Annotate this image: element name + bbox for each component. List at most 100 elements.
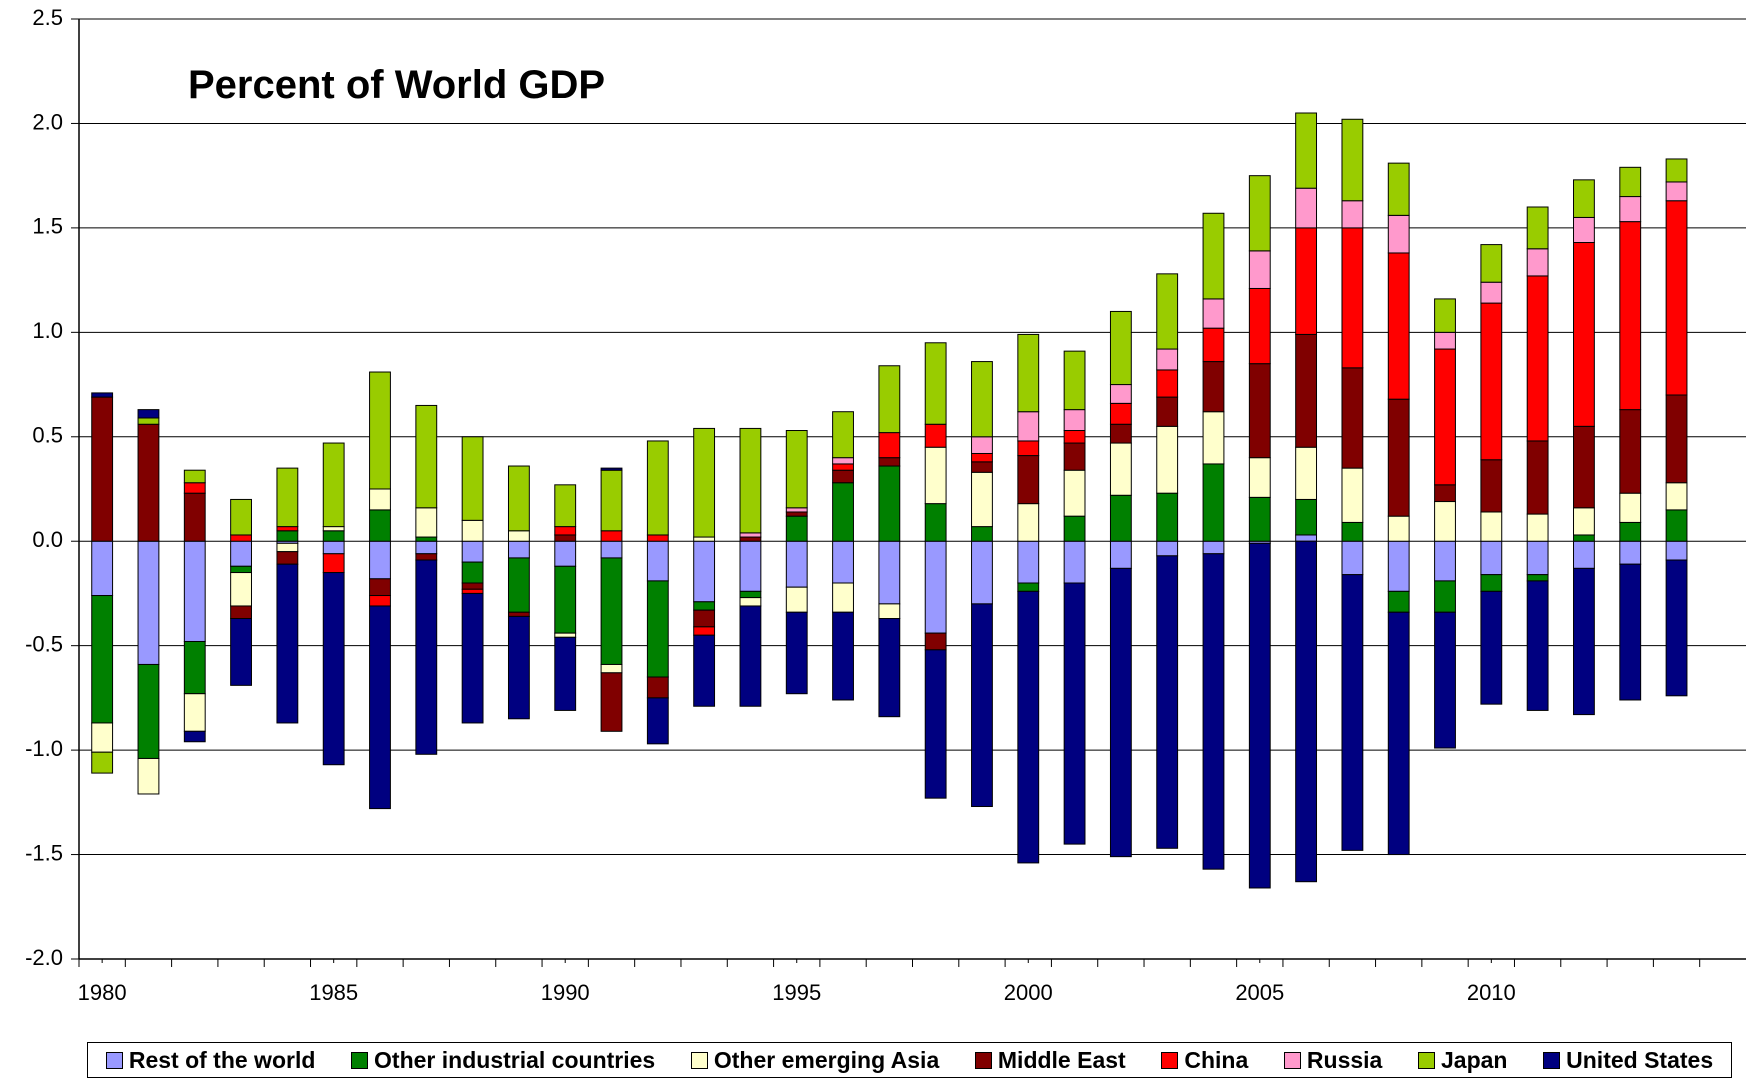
bar-segment — [1063, 469, 1086, 517]
bar-segment — [1665, 158, 1688, 183]
bar-segment — [1434, 331, 1456, 350]
bar-segment — [1063, 540, 1086, 584]
bar-segment — [600, 467, 623, 471]
bar-segment — [137, 417, 160, 425]
bar-segment — [739, 536, 762, 542]
legend-item: United States — [1543, 1047, 1713, 1074]
bar-segment — [785, 586, 808, 613]
bar-segment — [322, 540, 345, 555]
bar-segment — [322, 526, 345, 532]
bar-segment — [878, 618, 901, 718]
y-tick-label: 1.5 — [32, 214, 63, 239]
bar-segment — [878, 365, 901, 434]
chart-title: Percent of World GDP — [188, 63, 605, 107]
bar-segment — [1387, 540, 1410, 592]
bar-segment — [1526, 248, 1549, 277]
bar-segment — [322, 553, 345, 574]
legend-label: Rest of the world — [128, 1046, 316, 1073]
bar-segment — [369, 605, 391, 810]
bar-segment — [1573, 540, 1595, 569]
bar-segment — [1573, 179, 1595, 218]
bar-segment — [1202, 540, 1225, 555]
bar-segment — [693, 601, 716, 611]
bar-segment — [322, 530, 345, 542]
bar-segment — [230, 498, 252, 536]
bar-segment — [1665, 200, 1688, 396]
bar-segment — [1295, 227, 1318, 335]
bar-segment — [183, 730, 206, 743]
bar-segment — [276, 542, 299, 553]
bar-segment — [1434, 484, 1456, 503]
bar-segment — [137, 540, 160, 665]
bar-segment — [1295, 333, 1318, 448]
y-tick-label: 2.0 — [32, 109, 63, 134]
bar-segment — [1295, 498, 1318, 536]
bar-segment — [1341, 367, 1364, 469]
bar-segment — [1109, 567, 1132, 858]
bar-segment — [415, 540, 438, 555]
bar-segment — [1619, 196, 1642, 223]
legend-label: China — [1184, 1046, 1249, 1073]
bar-segment — [1156, 369, 1179, 398]
bar-segment — [971, 471, 993, 528]
bar-segment — [1017, 503, 1040, 542]
bar-segment — [1248, 250, 1271, 289]
x-tick-label: 1985 — [309, 980, 358, 1005]
bar-segment — [276, 563, 299, 724]
bar-segment — [369, 488, 391, 511]
bar-segment — [322, 442, 345, 528]
bar-segment — [924, 342, 947, 425]
bar-segment — [878, 540, 901, 605]
legend-label: Japan — [1441, 1046, 1508, 1073]
bar-segment — [276, 526, 299, 532]
bar-segment — [1156, 348, 1179, 371]
x-tick-label: 2005 — [1235, 980, 1284, 1005]
bar-segment — [832, 540, 854, 584]
bar-segment — [554, 534, 577, 542]
bar-segment — [693, 427, 716, 538]
bar-segment — [183, 469, 206, 484]
bar-segment — [785, 430, 808, 509]
bar-segment — [183, 640, 206, 695]
bar-segment — [1526, 206, 1549, 250]
bar-segment — [600, 540, 623, 559]
bar-segment — [600, 557, 623, 665]
bar-segment — [1248, 457, 1271, 498]
bar-segment — [1665, 394, 1688, 484]
bar-segment — [1295, 112, 1318, 189]
bar-segment — [739, 427, 762, 534]
bar-segment — [1526, 513, 1549, 542]
bar-segment — [461, 588, 484, 594]
bar-segment — [1480, 590, 1503, 705]
y-tick-label: -1.0 — [25, 736, 63, 761]
bar-segment — [415, 507, 438, 538]
bar-segment — [1573, 216, 1595, 244]
bar-segment — [1480, 244, 1503, 283]
bar-segment — [924, 503, 947, 542]
bar-segment — [1063, 409, 1086, 432]
bar-segment — [1156, 555, 1179, 849]
legend-swatch — [105, 1051, 123, 1069]
bar-segment — [91, 392, 114, 398]
bar-segment — [739, 605, 762, 707]
legend-label: Middle East — [997, 1046, 1126, 1073]
bar-segment — [369, 371, 391, 490]
bar-segment — [507, 615, 530, 720]
bar-segment — [1619, 540, 1642, 565]
bar-segment — [1295, 187, 1318, 229]
bar-segment — [1480, 281, 1503, 304]
legend-label: United States — [1566, 1046, 1714, 1073]
bar-segment — [461, 519, 484, 542]
bar-segment — [507, 540, 530, 559]
bar-segment — [971, 361, 993, 438]
legend-item: Other emerging Asia — [690, 1047, 939, 1074]
bar-segment — [1665, 559, 1688, 697]
bar-segment — [1248, 542, 1271, 889]
bar-segment — [1480, 511, 1503, 542]
bar-segment — [646, 580, 669, 678]
bar-segment — [461, 582, 484, 590]
bar-segment — [971, 436, 993, 454]
legend-item: Russia — [1283, 1047, 1382, 1074]
bar-segment — [322, 572, 345, 766]
bar-segment — [1202, 298, 1225, 329]
